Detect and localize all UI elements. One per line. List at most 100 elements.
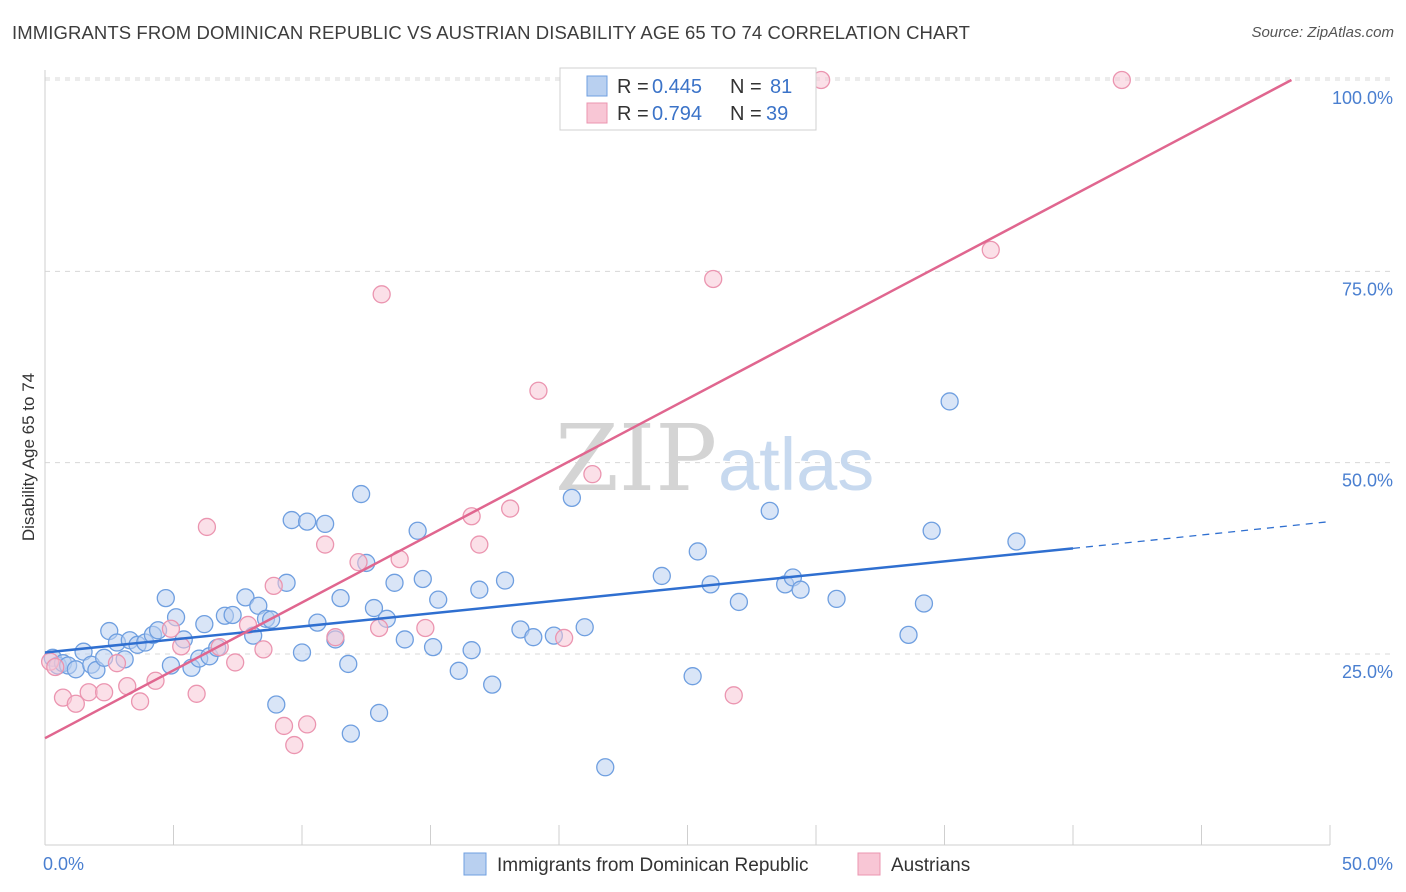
point-dominican-republic: [413, 569, 432, 589]
point-dominican-republic: [395, 630, 414, 649]
y-tick-label: 50.0%: [1342, 471, 1393, 491]
point-dominican-republic: [341, 724, 360, 743]
watermark-atlas: atlas: [718, 423, 874, 506]
point-dominican-republic: [652, 566, 671, 586]
point-austrians: [285, 735, 304, 755]
point-austrians: [554, 628, 574, 648]
point-dominican-republic: [483, 675, 502, 694]
point-austrians: [264, 576, 283, 596]
legend-swatch-blue: [586, 75, 608, 97]
point-dominican-republic: [683, 667, 702, 686]
point-austrians: [79, 683, 98, 702]
x-tick-label: 50.0%: [1342, 854, 1393, 874]
point-austrians: [197, 517, 217, 537]
point-dominican-republic: [308, 613, 327, 632]
gridlines: [45, 77, 1393, 655]
legend-r-value-1: 0.445: [652, 76, 702, 98]
point-dominican-republic: [791, 580, 810, 599]
point-austrians: [66, 694, 85, 713]
data-points: [40, 70, 1131, 777]
trend-line-dominican-republic-extension: [1072, 520, 1331, 550]
point-austrians: [326, 628, 345, 647]
point-austrians: [981, 240, 1000, 260]
point-dominican-republic: [688, 542, 707, 561]
legend-n-value-1: 81: [770, 76, 792, 98]
point-dominican-republic: [940, 392, 959, 411]
point-dominican-republic: [267, 695, 286, 714]
point-dominican-republic: [562, 488, 581, 508]
point-dominican-republic: [914, 594, 934, 613]
x-tick-labels: 0.0% 50.0%: [43, 854, 1393, 874]
point-dominican-republic: [827, 589, 846, 609]
legend-r-label-2: R =: [617, 103, 649, 125]
legend-n-value-2: 39: [766, 103, 788, 125]
point-austrians: [187, 684, 206, 703]
point-dominican-republic: [315, 514, 335, 534]
point-dominican-republic: [331, 588, 350, 608]
point-dominican-republic: [236, 588, 255, 607]
point-austrians: [349, 553, 368, 572]
point-austrians: [583, 464, 602, 484]
source-label: Source: ZipAtlas.com: [1251, 24, 1394, 41]
point-dominican-republic: [423, 637, 443, 657]
point-dominican-republic: [156, 588, 175, 608]
y-tick-label: 75.0%: [1342, 279, 1393, 299]
x-tick-label: 0.0%: [43, 854, 84, 874]
point-dominican-republic: [339, 654, 358, 674]
point-dominican-republic: [596, 758, 615, 777]
point-dominican-republic: [364, 598, 384, 618]
point-austrians: [297, 715, 317, 734]
point-austrians: [315, 535, 335, 554]
point-dominican-republic: [760, 501, 779, 521]
point-dominican-republic: [470, 580, 489, 599]
point-austrians: [372, 285, 391, 304]
trend-line-dominican-republic: [44, 547, 1074, 654]
y-axis-label: Disability Age 65 to 74: [19, 373, 38, 541]
point-austrians: [704, 269, 723, 289]
watermark-zip: ZIP: [555, 405, 717, 512]
series-legend-swatch-pink: [857, 852, 881, 876]
point-austrians: [369, 618, 389, 638]
point-austrians: [1112, 70, 1131, 90]
point-dominican-republic: [297, 512, 317, 531]
point-dominican-republic: [351, 484, 371, 504]
point-austrians: [254, 640, 273, 659]
point-austrians: [274, 716, 294, 736]
y-tick-labels: 25.0% 50.0% 75.0% 100.0%: [1332, 88, 1393, 682]
series-legend-label-blue: Immigrants from Dominican Republic: [497, 855, 809, 876]
series-legend-swatch-blue: [463, 852, 487, 876]
point-dominican-republic: [369, 703, 389, 723]
point-dominican-republic: [462, 641, 481, 660]
point-austrians: [161, 619, 181, 638]
legend-n-label-2: N =: [730, 103, 762, 125]
series-legend-label-pink: Austrians: [891, 855, 970, 876]
point-austrians: [226, 653, 245, 672]
point-dominican-republic: [495, 571, 515, 590]
point-dominican-republic: [223, 605, 242, 625]
point-dominican-republic: [292, 643, 312, 662]
point-dominican-republic: [922, 521, 941, 540]
axes: [44, 70, 1331, 846]
point-austrians: [470, 535, 489, 554]
point-austrians: [46, 657, 65, 677]
point-austrians: [529, 381, 548, 400]
point-austrians: [724, 686, 743, 705]
point-dominican-republic: [385, 573, 404, 592]
legend-r-label-1: R =: [617, 76, 649, 98]
chart-title: IMMIGRANTS FROM DOMINICAN REPUBLIC VS AU…: [12, 22, 970, 43]
y-tick-label: 25.0%: [1342, 662, 1393, 682]
point-austrians: [130, 692, 150, 711]
point-austrians: [107, 654, 127, 673]
point-dominican-republic: [729, 592, 749, 612]
point-dominican-republic: [524, 628, 543, 647]
legend-swatch-pink: [586, 102, 608, 124]
trend-lines: [44, 78, 1331, 740]
point-dominican-republic: [408, 521, 427, 540]
watermark: ZIP atlas: [555, 405, 874, 512]
point-austrians: [416, 618, 435, 638]
point-dominican-republic: [282, 510, 301, 530]
point-dominican-republic: [66, 660, 85, 679]
point-dominican-republic: [1007, 532, 1026, 551]
point-dominican-republic: [195, 615, 214, 634]
